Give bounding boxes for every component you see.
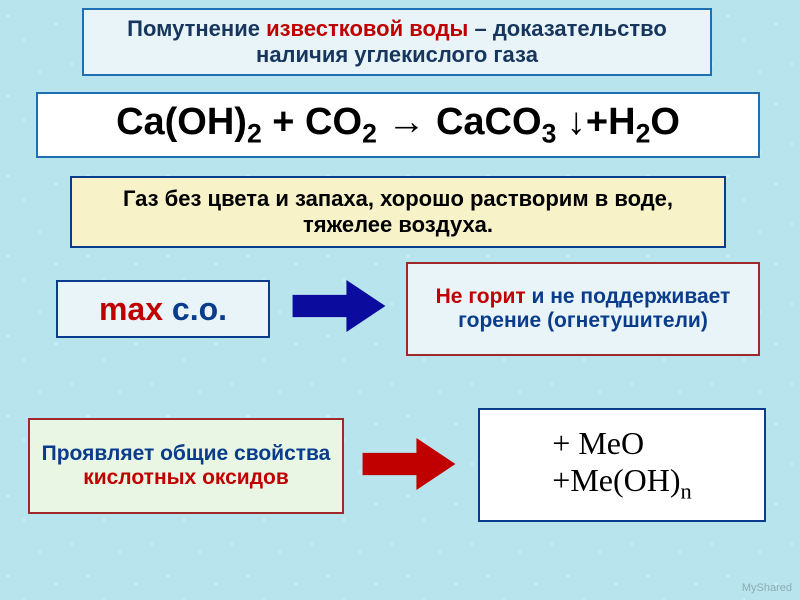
reactions-text: + MeO+Me(OH)n (552, 425, 691, 504)
title-text: Помутнение известковой воды – доказатель… (94, 16, 700, 68)
watermark: MyShared (742, 582, 792, 594)
description-box: Газ без цвета и запаха, хорошо растворим… (70, 176, 726, 248)
acidic-oxide-box: Проявляет общие свойства кислотных оксид… (28, 418, 344, 514)
combustion-text: Не горит и не поддерживает горение (огне… (418, 285, 748, 333)
max-oxidation-box: max с.о. (56, 280, 270, 338)
description-text: Газ без цвета и запаха, хорошо растворим… (82, 186, 714, 238)
equation-box: Ca(OH)2 + CO2 → CaCO3 ↓+H2O (36, 92, 760, 158)
title-box: Помутнение известковой воды – доказатель… (82, 8, 712, 76)
combustion-box: Не горит и не поддерживает горение (огне… (406, 262, 760, 356)
equation-text: Ca(OH)2 + CO2 → CaCO3 ↓+H2O (116, 101, 680, 150)
arrow-right-blue (292, 280, 386, 332)
max-oxidation-text: max с.о. (99, 291, 227, 328)
arrow-right-red (362, 438, 456, 490)
acidic-oxide-text: Проявляет общие свойства кислотных оксид… (42, 442, 331, 490)
reactions-box: + MeO+Me(OH)n (478, 408, 766, 522)
